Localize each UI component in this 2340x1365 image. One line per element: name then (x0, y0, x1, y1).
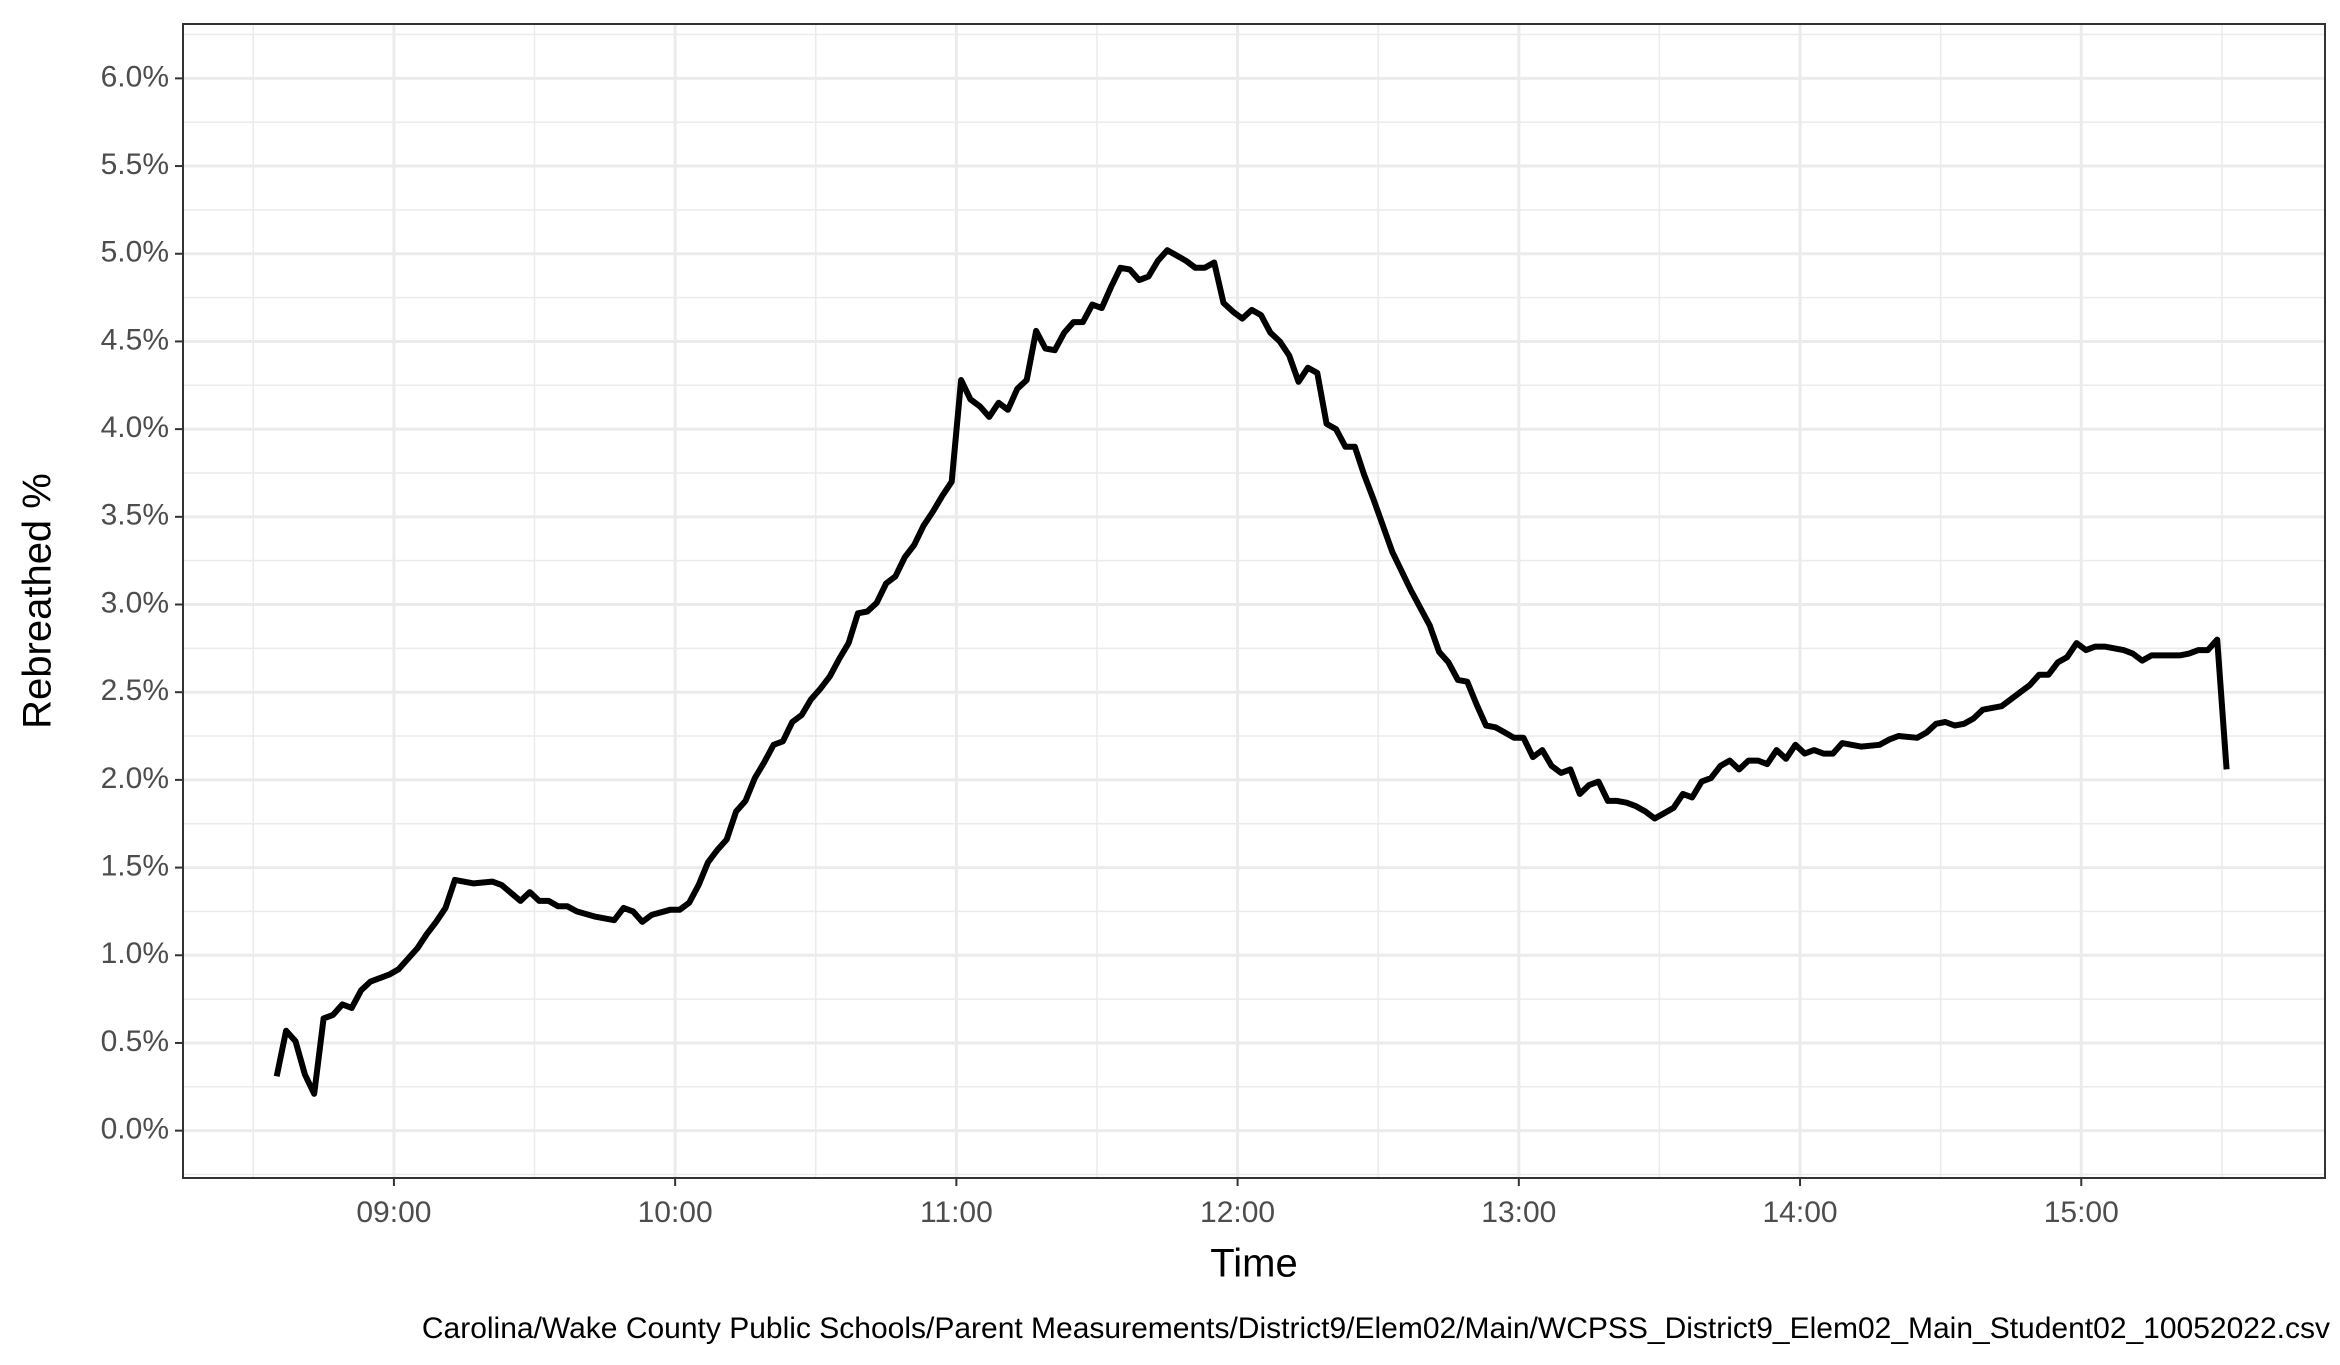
y-tick-label: 4.0% (101, 411, 169, 444)
line (273, 247, 2230, 1097)
x-tick-label: 12:00 (1200, 1196, 1275, 1229)
y-tick-label: 1.0% (101, 937, 169, 970)
y-tick-label: 6.0% (101, 60, 169, 93)
x-tick-label: 11:00 (920, 1196, 993, 1229)
caption: Carolina/Wake County Public Schools/Pare… (422, 1312, 2330, 1345)
panel (183, 24, 2325, 1178)
x-tick-label: 13:00 (1481, 1196, 1556, 1229)
x-axis-title: Time (1210, 1242, 1297, 1286)
panel-border (182, 23, 2326, 1179)
y-tick-label: 5.0% (101, 236, 169, 269)
y-tick-label: 1.5% (101, 849, 169, 882)
y-tick-label: 2.0% (101, 762, 169, 795)
y-tick-label: 2.5% (101, 674, 169, 707)
x-tick-label: 15:00 (2044, 1196, 2119, 1229)
y-tick-label: 3.0% (101, 586, 169, 619)
y-axis-title: Rebreathed % (16, 473, 60, 729)
x-tick-label: 10:00 (638, 1196, 713, 1229)
y-tick-label: 4.5% (101, 323, 169, 356)
x-tick-label: 14:00 (1763, 1196, 1838, 1229)
y-tick-label: 0.0% (101, 1113, 169, 1146)
y-tick-label: 3.5% (101, 499, 169, 532)
y-tick-label: 0.5% (101, 1025, 169, 1058)
y-tick-label: 5.5% (101, 148, 169, 181)
x-tick-label: 09:00 (356, 1196, 431, 1229)
